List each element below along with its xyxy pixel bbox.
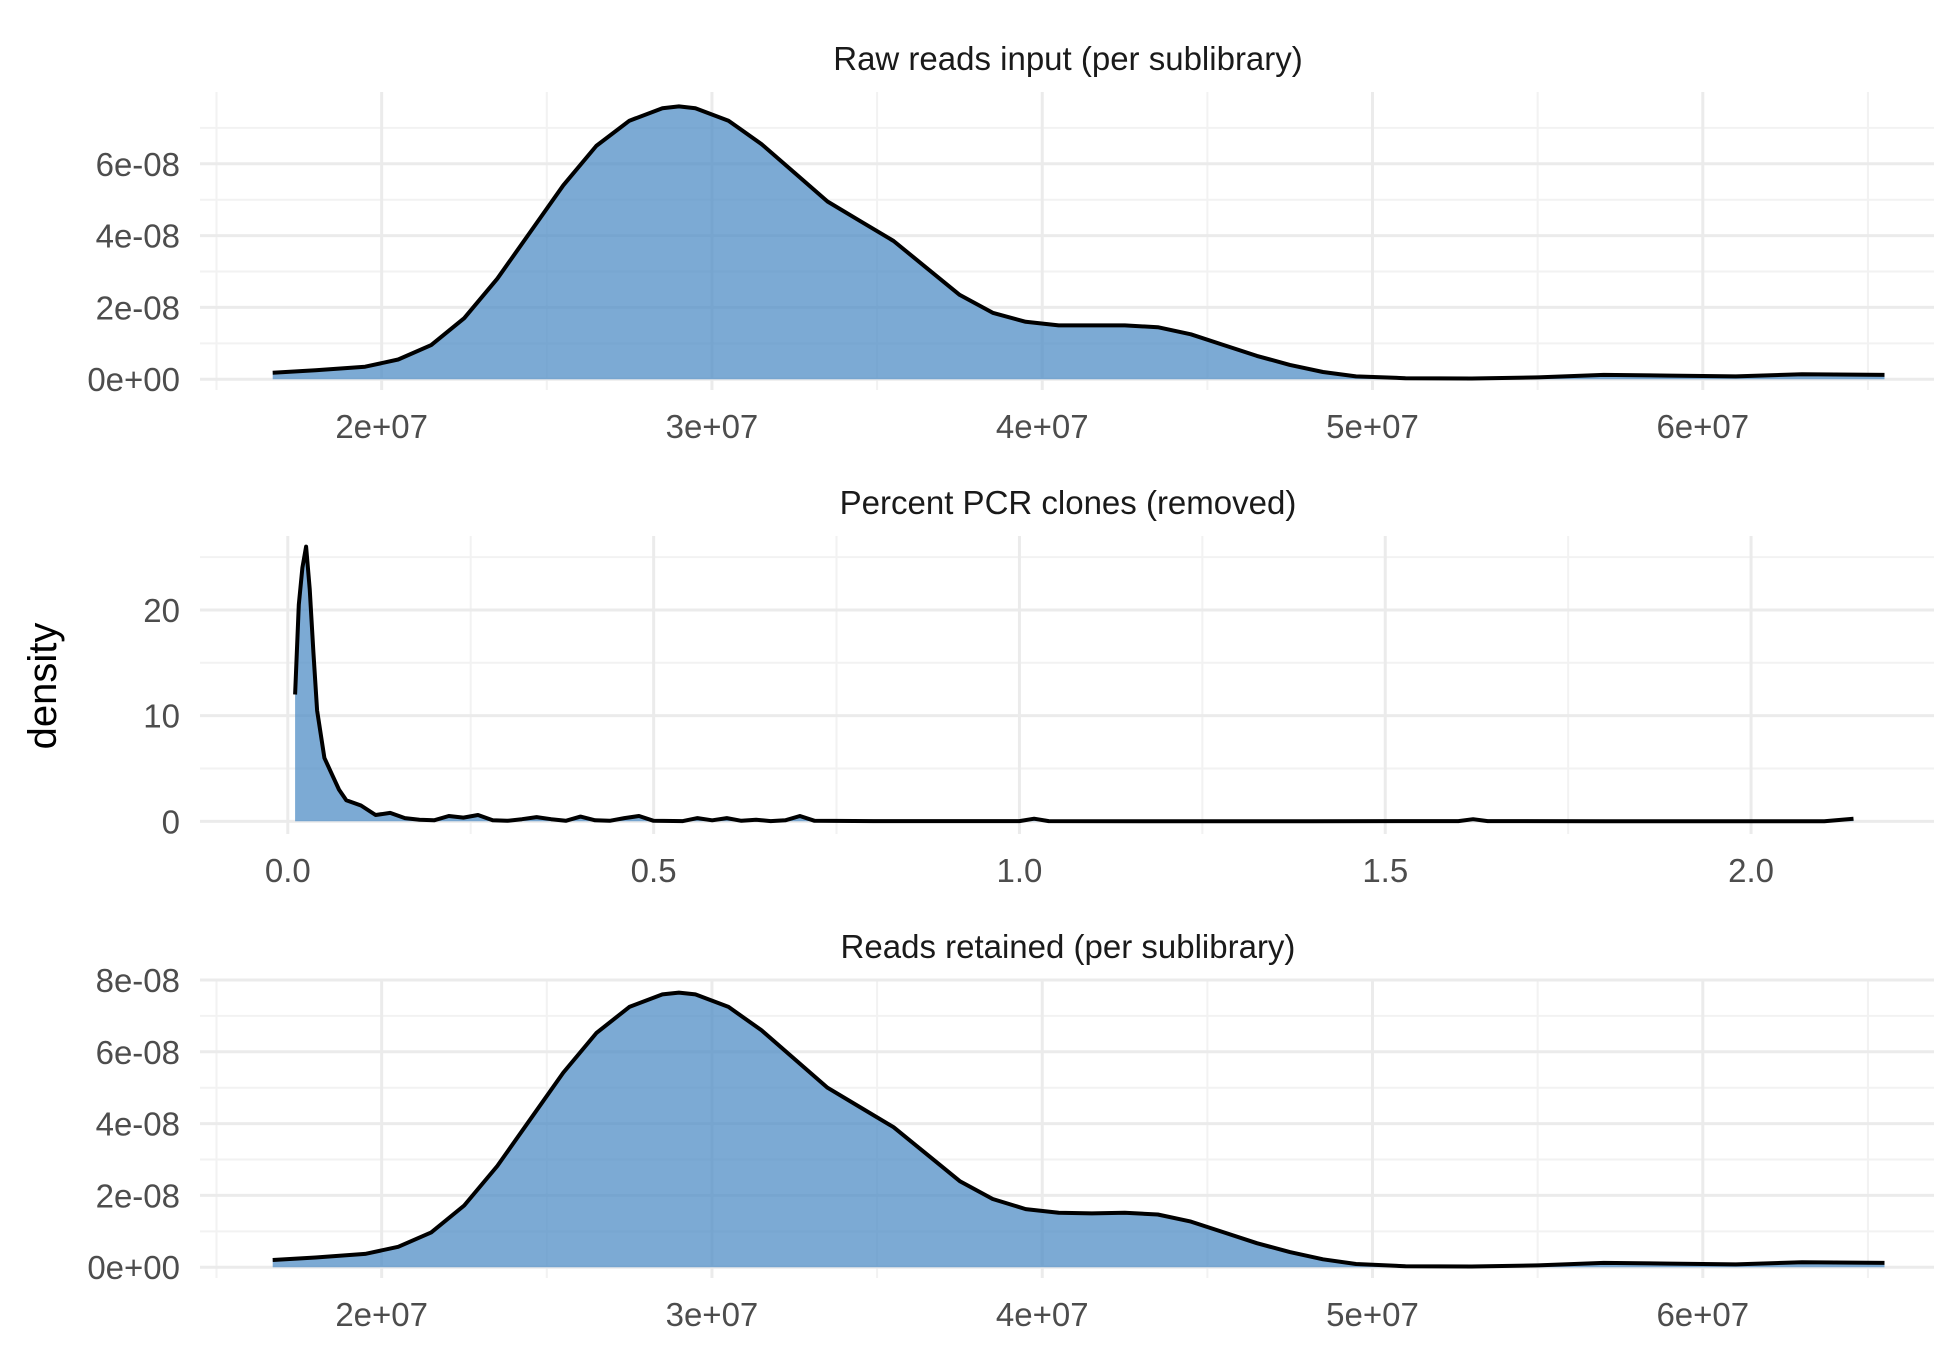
percent-pcr-clones-x-tick-label: 0.5 bbox=[631, 852, 677, 889]
percent-pcr-clones-density-line bbox=[293, 544, 1854, 824]
raw-reads-input-x-tick-label: 3e+07 bbox=[666, 408, 759, 445]
percent-pcr-clones-y-tick-label: 20 bbox=[143, 592, 180, 629]
percent-pcr-clones-y-tick-label: 10 bbox=[143, 698, 180, 735]
percent-pcr-clones-density-area bbox=[295, 546, 1854, 822]
raw-reads-input-x-tick-label: 5e+07 bbox=[1326, 408, 1419, 445]
reads-retained-x-tick-label: 2e+07 bbox=[335, 1296, 428, 1333]
panel-reads-retained: 0e+00 2e-08 4e-08 6e-08 8e-08 2e+07 3e+07 4e+07… bbox=[87, 928, 1934, 1333]
raw-reads-input-x-tick-label: 2e+07 bbox=[335, 408, 428, 445]
reads-retained-y-tick-label: 8e-08 bbox=[96, 962, 180, 999]
reads-retained-y-tick-label: 6e-08 bbox=[96, 1034, 180, 1071]
reads-retained-x-tick-label: 3e+07 bbox=[666, 1296, 759, 1333]
percent-pcr-clones-y-tick-label: 0 bbox=[162, 803, 180, 840]
raw-reads-input-y-tick-label: 6e-08 bbox=[96, 146, 180, 183]
shared-y-axis-label: density bbox=[21, 623, 65, 750]
reads-retained-x-tick-label: 4e+07 bbox=[996, 1296, 1089, 1333]
reads-retained-density-area bbox=[272, 992, 1885, 1268]
percent-pcr-clones-x-tick-label: 1.0 bbox=[997, 852, 1043, 889]
percent-pcr-clones-x-tick-label: 0.0 bbox=[265, 852, 311, 889]
reads-retained-x-tick-label: 5e+07 bbox=[1326, 1296, 1419, 1333]
raw-reads-input-x-tick-label: 6e+07 bbox=[1656, 408, 1749, 445]
panel-title-raw-reads-input: Raw reads input (per sublibrary) bbox=[833, 40, 1303, 77]
reads-retained-x-tick-label: 6e+07 bbox=[1656, 1296, 1749, 1333]
panel-title-reads-retained: Reads retained (per sublibrary) bbox=[841, 928, 1296, 965]
panel-percent-pcr-clones: 0 10 20 0.0 0.5 1.0 1.5 2.0 Percent PCR clones (… bbox=[143, 484, 1934, 889]
percent-pcr-clones-x-tick-label: 1.5 bbox=[1362, 852, 1408, 889]
reads-retained-density-line bbox=[272, 990, 1885, 1269]
reads-retained-y-tick-label: 2e-08 bbox=[96, 1177, 180, 1214]
raw-reads-input-density-line bbox=[272, 104, 1885, 381]
reads-retained-y-tick-label: 0e+00 bbox=[87, 1249, 180, 1286]
panel-title-percent-pcr-clones: Percent PCR clones (removed) bbox=[840, 484, 1297, 521]
raw-reads-input-y-tick-label: 2e-08 bbox=[96, 289, 180, 326]
raw-reads-input-density-area bbox=[272, 106, 1885, 380]
raw-reads-input-y-tick-label: 4e-08 bbox=[96, 218, 180, 255]
raw-reads-input-y-tick-label: 0e+00 bbox=[87, 361, 180, 398]
percent-pcr-clones-x-tick-label: 2.0 bbox=[1728, 852, 1774, 889]
raw-reads-input-x-tick-label: 4e+07 bbox=[996, 408, 1089, 445]
panel-raw-reads-input: 0e+00 2e-08 4e-08 6e-08 2e+07 3e+07 4e+07 5e+07… bbox=[87, 40, 1934, 445]
reads-retained-y-tick-label: 4e-08 bbox=[96, 1106, 180, 1143]
